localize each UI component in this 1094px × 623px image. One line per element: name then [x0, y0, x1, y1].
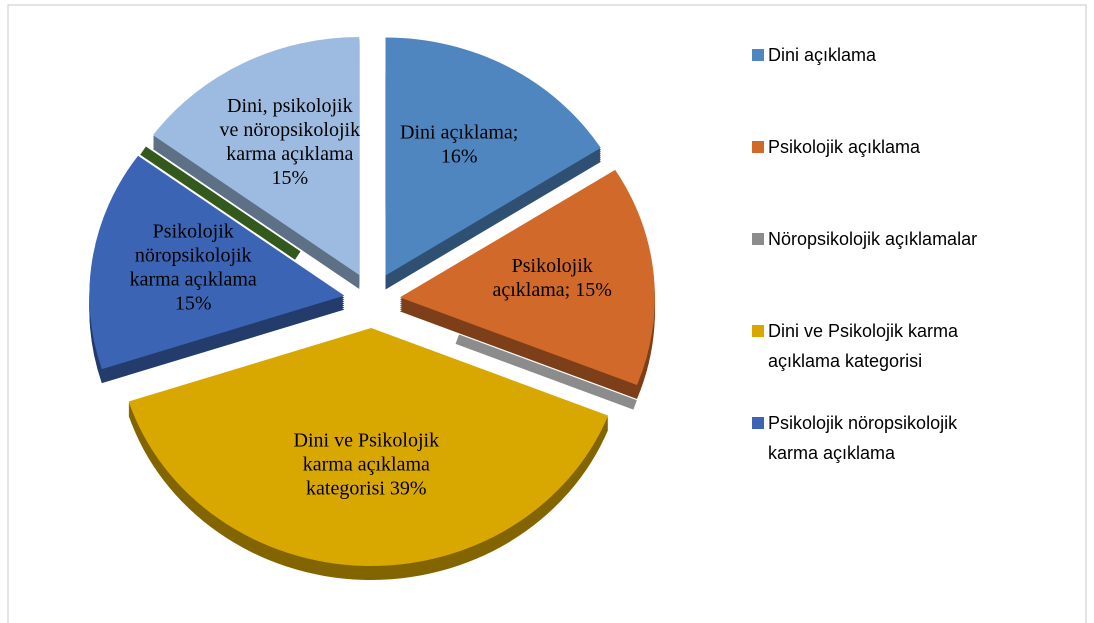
- legend-swatch: [752, 325, 764, 337]
- slice: [89, 155, 345, 370]
- legend-label: Psikolojik açıklama: [768, 137, 921, 157]
- legend-label: Dini ve Psikolojik karma açıklama kategor…: [768, 321, 959, 371]
- slice: [152, 37, 360, 276]
- data-label: Dini açıklama; 16%: [400, 121, 518, 167]
- data-label: Dini, psikolojik ve nöropsikolojik karma a…: [220, 95, 361, 189]
- slice: [399, 169, 655, 385]
- legend-swatch: [752, 49, 764, 61]
- legend-swatch: [752, 141, 764, 153]
- slice-sliver: [455, 334, 637, 410]
- legend-label: Nöropsikolojik açıklamalar: [768, 229, 977, 249]
- data-label: Psikolojik nöropsikolojik karma açıklama 15…: [130, 220, 257, 314]
- legend-label: Psikolojik nöropsikolojik karma açıklama: [768, 413, 958, 463]
- legend-label: Dini açıklama: [768, 45, 877, 65]
- data-label: Dini ve Psikolojik karma açıklama kategori…: [294, 430, 440, 500]
- slice-sliver: [140, 146, 301, 260]
- data-label: Psikolojik açıklama; 15%: [492, 255, 611, 301]
- legend-swatch: [752, 233, 764, 245]
- slice: [385, 37, 601, 276]
- legend-swatch: [752, 417, 764, 429]
- slice: [128, 327, 609, 566]
